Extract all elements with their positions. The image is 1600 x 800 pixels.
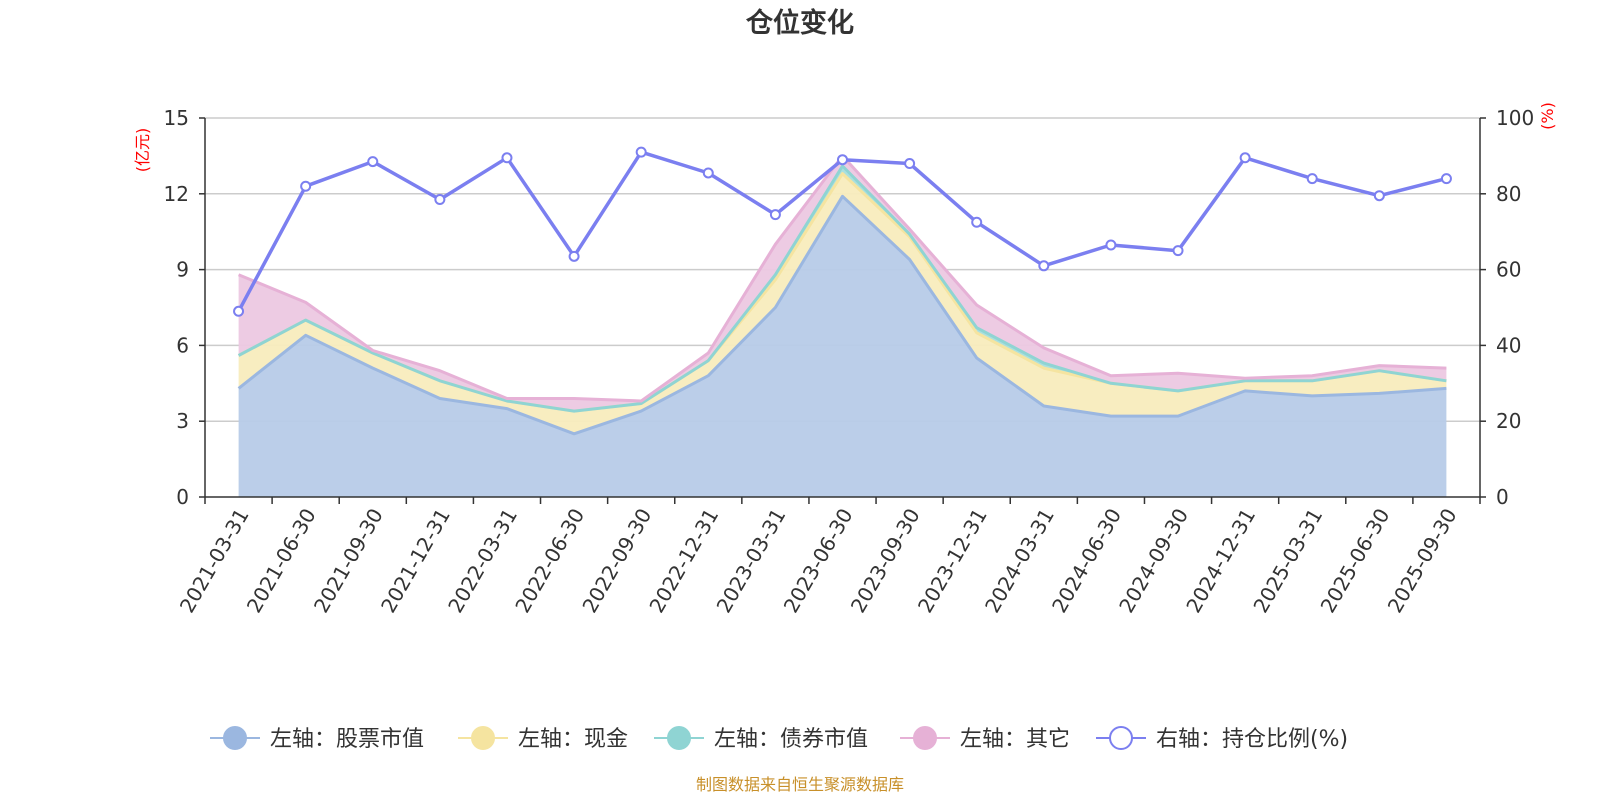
right-tick-label: 0: [1496, 485, 1509, 509]
area-edge-3: [237, 164, 1447, 413]
left-tick-label: 9: [176, 258, 189, 282]
chart-title: 仓位变化: [745, 7, 854, 39]
ratio-point: [1306, 173, 1318, 185]
left-tick-label: 12: [164, 182, 189, 206]
legend: 左轴：股票市值 左轴：现金 左轴：债券市值 左轴：其它 右轴：持仓比例(%): [210, 726, 1348, 752]
x-tick-label: 2022-03-31: [443, 504, 522, 617]
legend-marker: [913, 726, 937, 750]
ratio-point: [769, 209, 781, 221]
legend-label: 左轴：现金: [518, 727, 628, 752]
ratio-point: [837, 154, 848, 166]
ratio-point: [233, 305, 245, 317]
data-source-note: 制图数据来自恒生聚源数据库: [696, 775, 904, 794]
ratio-line: [233, 146, 1452, 317]
left-tick-label: 3: [176, 409, 189, 433]
x-tick-label: 2024-06-30: [1047, 504, 1126, 617]
x-tick-label: 2021-12-31: [376, 504, 455, 617]
left-tick-label: 15: [164, 106, 189, 130]
right-tick-label: 60: [1496, 258, 1521, 282]
x-tick-label: 2021-09-30: [309, 504, 388, 617]
legend-marker: [223, 726, 247, 750]
x-tick-label: 2024-03-31: [980, 504, 1059, 617]
x-tick-label: 2025-09-30: [1383, 504, 1462, 617]
legend-label: 右轴：持仓比例(%): [1156, 727, 1348, 752]
ratio-point: [971, 216, 983, 228]
x-tick-label: 2025-06-30: [1316, 504, 1395, 617]
legend-label: 左轴：债券市值: [714, 727, 868, 752]
x-tick-label: 2022-12-31: [644, 504, 723, 617]
ratio-point: [367, 156, 379, 168]
ratio-point: [434, 193, 446, 205]
x-tick-label: 2023-06-30: [779, 504, 858, 617]
ratio-point: [1239, 152, 1251, 164]
left-tick-label: 6: [176, 333, 189, 357]
left-tick-label: 0: [176, 485, 189, 509]
ratio-point: [568, 250, 580, 262]
x-tick-label: 2024-09-30: [1114, 504, 1193, 617]
x-tick-label: 2021-03-31: [175, 504, 254, 617]
right-tick-label: 20: [1496, 409, 1521, 433]
left-axis-unit: (亿元): [133, 128, 152, 173]
ratio-point: [1373, 190, 1385, 202]
right-axis-unit: (%): [1538, 102, 1557, 130]
right-tick-label: 40: [1496, 333, 1521, 357]
legend-label: 左轴：其它: [960, 727, 1070, 752]
legend-marker: [667, 726, 691, 750]
x-tick-label: 2021-06-30: [242, 504, 321, 617]
legend-label: 左轴：股票市值: [270, 727, 424, 752]
x-tick-label: 2022-09-30: [577, 504, 656, 617]
right-tick-label: 100: [1496, 106, 1534, 130]
ratio-point: [1172, 245, 1184, 257]
ratio-point: [702, 167, 714, 179]
x-tick-label: 2023-03-31: [712, 504, 791, 617]
x-tick-label: 2023-12-31: [913, 504, 992, 617]
ratio-point: [635, 146, 647, 158]
area-1: [238, 196, 1447, 498]
stacked-areas: [237, 154, 1447, 498]
x-tick-label: 2022-06-30: [510, 504, 589, 617]
ratio-point: [1038, 260, 1050, 272]
ratio-point: [300, 180, 312, 192]
ratio-point: [904, 157, 916, 169]
x-tick-label: 2024-12-31: [1181, 504, 1260, 617]
legend-marker: [1109, 726, 1133, 750]
ratio-point: [501, 152, 513, 164]
ratio-point: [1440, 173, 1452, 185]
ratio-point: [1105, 239, 1117, 251]
area-edge-1: [237, 194, 1447, 436]
x-tick-label: 2023-09-30: [846, 504, 925, 617]
legend-marker: [471, 726, 495, 750]
x-tick-label: 2025-03-31: [1248, 504, 1327, 617]
right-tick-label: 80: [1496, 182, 1521, 206]
